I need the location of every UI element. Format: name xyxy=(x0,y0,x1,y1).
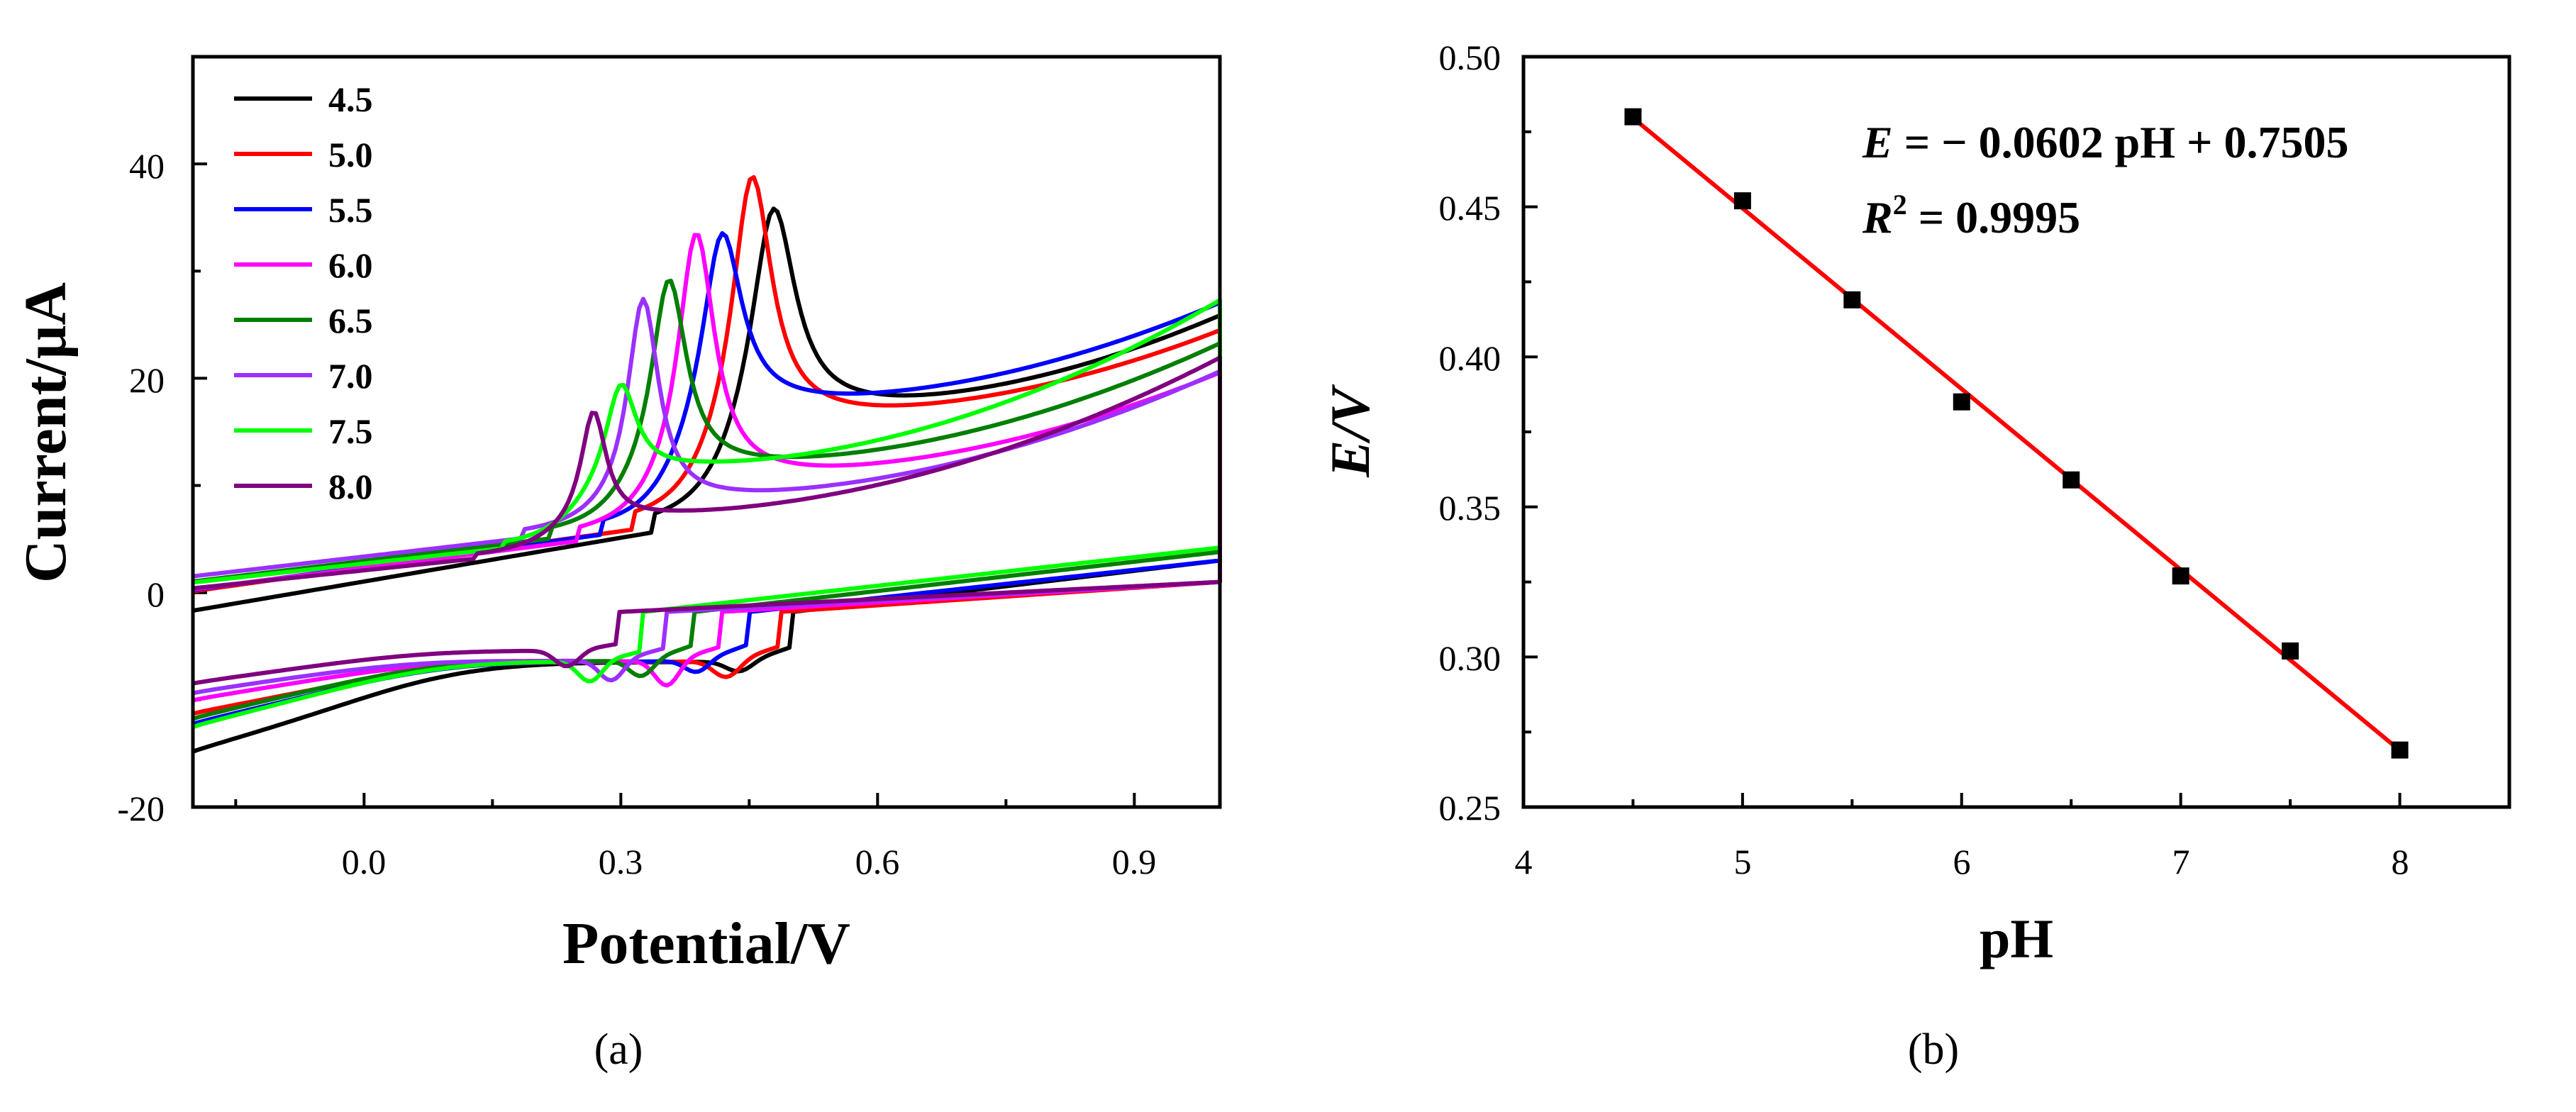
data-point xyxy=(2282,642,2299,660)
panel-a-y-axis-label: Current/μA xyxy=(13,282,79,583)
fit-line xyxy=(1631,116,2402,752)
panel-a-x-tick-labels: 0.0 0.3 0.6 0.9 xyxy=(342,842,1157,882)
panel-b-frame xyxy=(1521,55,2511,809)
data-point xyxy=(1733,192,1751,210)
legend-label: 7.5 xyxy=(328,411,373,451)
data-point xyxy=(2063,471,2080,489)
x-tick-label: 0.9 xyxy=(1112,842,1157,882)
legend-label: 5.5 xyxy=(328,190,373,230)
panel-b-y-tick-labels: 0.50 0.45 0.40 0.35 0.30 0.25 xyxy=(1439,38,1501,828)
legend-label: 6.0 xyxy=(328,245,373,285)
panel-a-y-tick-labels: 40 20 0 -20 xyxy=(117,146,165,828)
fit-equation: E = − 0.0602 pH + 0.7505 xyxy=(1862,117,2348,167)
r-value: = 0.9995 xyxy=(1907,192,2080,243)
y-tick-label: 0.45 xyxy=(1439,188,1501,228)
y-tick-label: 0.25 xyxy=(1439,788,1501,828)
r-symbol: R xyxy=(1862,192,1893,243)
legend-label: 5.0 xyxy=(328,135,373,174)
x-tick-label: 4 xyxy=(1515,842,1533,882)
legend-label: 4.5 xyxy=(328,79,373,119)
legend-label: 8.0 xyxy=(328,467,373,506)
y-tick-label: 0.30 xyxy=(1439,638,1501,678)
x-tick-label: 0.6 xyxy=(855,842,900,882)
panel-b: 0.50 0.45 0.40 0.35 0.30 0.25 4 5 6 7 8 … xyxy=(1319,38,2511,1074)
panel-a: 40 20 0 -20 0.0 0.3 0.6 0.9 Potential/V … xyxy=(13,55,1222,1074)
panel-b-label: (b) xyxy=(1908,1025,1959,1074)
data-point xyxy=(1953,393,1970,411)
y-tick-label: 20 xyxy=(129,360,165,400)
legend-label: 6.5 xyxy=(328,301,373,340)
y-tick-label: 40 xyxy=(129,146,165,186)
y-tick-label: 0.50 xyxy=(1439,38,1501,77)
y-tick-label: 0 xyxy=(147,574,165,614)
r-superscript: 2 xyxy=(1893,189,1907,221)
panel-b-points xyxy=(1624,108,2409,759)
legend-label: 7.0 xyxy=(328,356,373,396)
r-squared: R2 = 0.9995 xyxy=(1862,189,2080,243)
equation-symbol: E xyxy=(1862,117,1893,167)
panel-b-x-tick-labels: 4 5 6 7 8 xyxy=(1515,842,2409,882)
equation-body: = − 0.0602 pH + 0.7505 xyxy=(1893,117,2349,167)
data-point xyxy=(1624,108,1642,126)
data-point xyxy=(1843,291,1861,308)
x-tick-label: 8 xyxy=(2392,842,2409,882)
panel-b-x-axis-label: pH xyxy=(1980,908,2053,969)
y-tick-label: 0.35 xyxy=(1439,488,1501,528)
data-point xyxy=(2172,567,2189,585)
x-tick-label: 7 xyxy=(2172,842,2190,882)
legend: 4.5 5.0 5.5 6.0 6.5 7.0 7.5 8.0 xyxy=(234,79,373,506)
panel-a-frame xyxy=(191,55,1222,809)
panel-a-x-axis-label: Potential/V xyxy=(562,911,850,977)
panel-a-label: (a) xyxy=(594,1025,643,1074)
data-point xyxy=(2391,741,2409,759)
x-tick-label: 0.3 xyxy=(599,842,643,882)
y-tick-label: -20 xyxy=(117,789,165,828)
x-tick-label: 6 xyxy=(1953,842,1971,882)
y-tick-label: 0.40 xyxy=(1439,338,1501,378)
panel-b-y-axis-label: E/V xyxy=(1319,384,1381,478)
x-tick-label: 0.0 xyxy=(342,842,387,882)
x-tick-label: 5 xyxy=(1734,842,1752,882)
